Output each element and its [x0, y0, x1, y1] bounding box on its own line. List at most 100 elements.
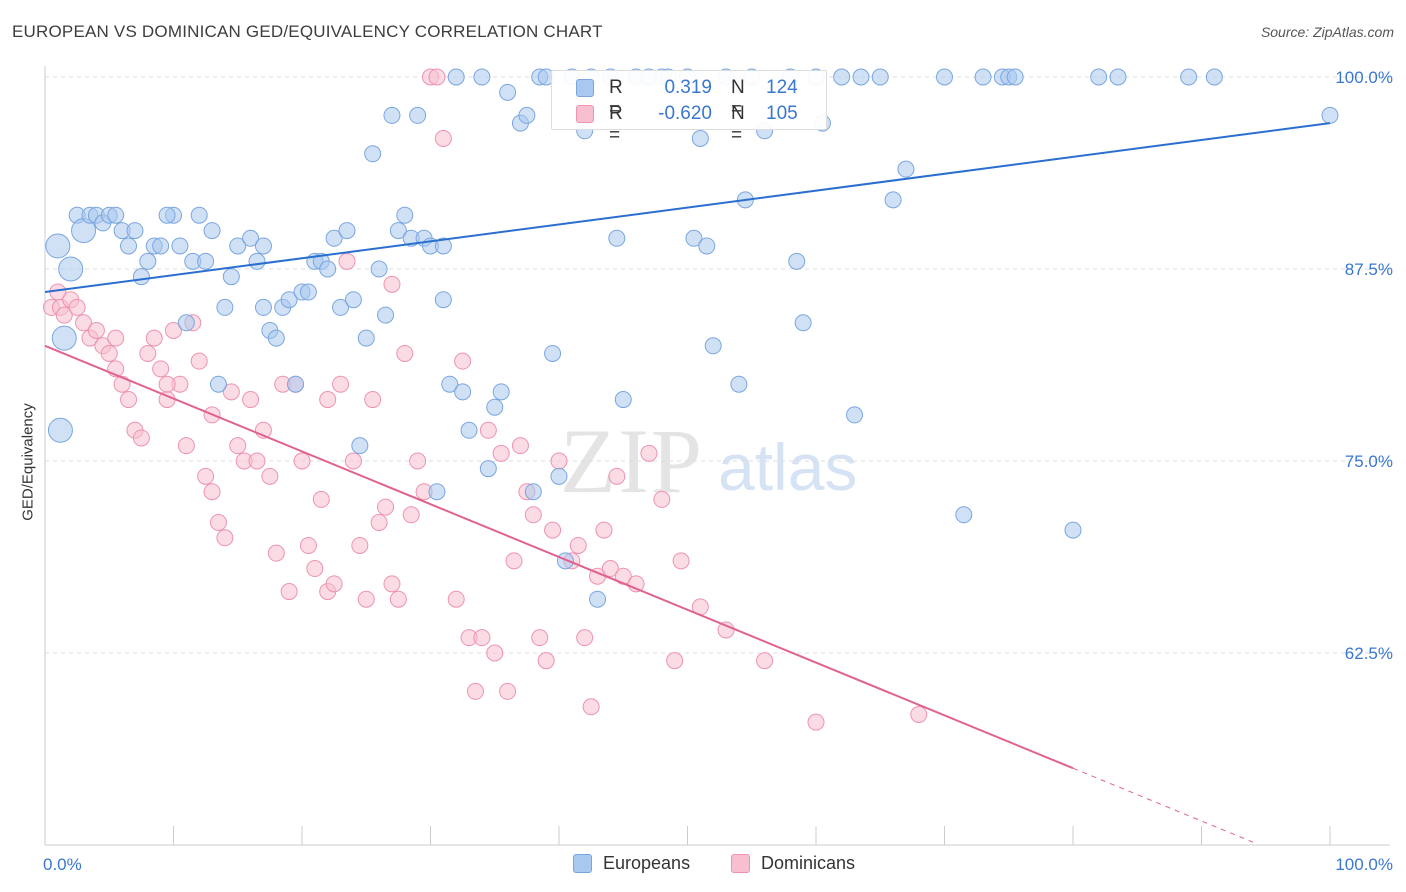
dominicans-point: [139, 344, 157, 362]
europeans-point: [685, 229, 703, 247]
watermark-atlas: atlas: [718, 430, 857, 504]
europeans-point: [389, 222, 407, 240]
europeans-point: [524, 483, 542, 501]
dominicans-point: [364, 391, 382, 409]
europeans-point: [473, 68, 491, 86]
europeans-point: [608, 229, 626, 247]
europeans-point: [107, 206, 125, 224]
europeans-point: [974, 68, 992, 86]
x-tick-label: 0.0%: [43, 855, 82, 874]
dominicans-point: [466, 682, 484, 700]
dominicans-point: [396, 344, 414, 362]
dominicans-point: [486, 644, 504, 662]
europeans-point: [518, 106, 536, 124]
dominicans-point: [267, 544, 285, 562]
europeans-point: [158, 206, 176, 224]
dominicans-point: [165, 321, 182, 339]
europeans-point: [479, 460, 497, 478]
europeans-point: [460, 421, 478, 439]
europeans-point: [152, 237, 170, 255]
dominicans-point: [479, 421, 497, 439]
dominicans-point: [332, 375, 350, 393]
europeans-point: [852, 68, 870, 86]
europeans-point: [1205, 68, 1223, 86]
europeans-point: [698, 237, 716, 255]
dominicans-point: [55, 306, 73, 324]
dominicans-trend-extension: [1072, 767, 1254, 843]
europeans-point: [203, 222, 221, 240]
europeans-point: [884, 191, 902, 209]
tick-labels: 62.5% 75.0% 87.5% 100.0% 0.0% 100.0%: [43, 68, 1393, 874]
chart-title: EUROPEAN VS DOMINICAN GED/EQUIVALENCY CO…: [12, 22, 603, 41]
dominicans-point: [87, 321, 105, 339]
dominicans-point: [473, 629, 491, 647]
europeans-point: [614, 391, 632, 409]
europeans-point: [377, 306, 395, 324]
dominicans-trend-line: [44, 344, 1074, 770]
dominicans-point: [203, 483, 221, 501]
europeans-point: [788, 252, 806, 270]
dominicans-point: [312, 490, 330, 508]
dominicans-points: [42, 68, 928, 731]
europeans-point: [325, 229, 343, 247]
europeans-point: [492, 383, 510, 401]
europeans-point: [58, 256, 84, 282]
r-label: R =: [609, 77, 623, 120]
dominicans-point: [524, 506, 542, 524]
dominicans-point: [531, 629, 549, 647]
x-tick-label: 100.0%: [1335, 855, 1393, 874]
dominicans-point: [351, 536, 369, 554]
europeans-point: [383, 106, 401, 124]
dominicans-point: [113, 375, 131, 393]
n-value-dominicans: 105: [766, 103, 798, 124]
europeans-point: [936, 68, 953, 86]
europeans-point: [846, 406, 864, 424]
dominicans-point: [261, 467, 279, 485]
dominicans-point: [389, 590, 407, 608]
dominicans-point: [434, 129, 452, 147]
dominicans-point: [75, 314, 93, 332]
europeans-point: [51, 325, 77, 351]
europeans-point: [589, 590, 607, 608]
dominicans-point: [293, 452, 311, 470]
n-label: N =: [731, 103, 745, 146]
dominicans-point: [357, 590, 375, 608]
dominicans-legend-swatch: [731, 854, 750, 873]
europeans-point: [287, 375, 305, 393]
europeans-point: [332, 298, 350, 316]
dominicans-point: [383, 275, 401, 293]
dominicans-point: [544, 521, 562, 539]
dominicans-point: [428, 68, 446, 86]
dominicans-point: [306, 560, 324, 578]
europeans-point: [428, 483, 446, 501]
r-value-dominicans: -0.620: [658, 103, 712, 124]
dominicans-point: [653, 490, 671, 508]
trend-lines: [44, 122, 1331, 843]
europeans-point: [222, 268, 240, 286]
y-tick-label: 87.5%: [1345, 260, 1393, 279]
stats-legend: R = 0.319 N = 124 R = -0.620 N = 105: [551, 70, 827, 146]
dominicans-point: [499, 682, 517, 700]
europeans-point: [126, 222, 144, 240]
dominicans-point: [537, 652, 555, 670]
europeans-point: [280, 291, 298, 309]
dominicans-point: [569, 536, 587, 554]
dominicans-point: [248, 452, 266, 470]
europeans-point: [370, 260, 388, 278]
dominicans-point: [197, 467, 215, 485]
dominicans-swatch: [576, 105, 594, 123]
europeans-point: [544, 344, 562, 362]
n-value-europeans: 124: [766, 77, 798, 98]
europeans-point: [319, 260, 337, 278]
europeans-point: [1321, 106, 1339, 124]
europeans-point: [254, 237, 272, 255]
y-tick-label: 100.0%: [1335, 68, 1393, 87]
dominicans-point: [190, 352, 208, 370]
europeans-point: [357, 329, 375, 347]
europeans-point: [338, 222, 356, 240]
gridlines: [45, 76, 1390, 654]
europeans-point: [871, 68, 889, 86]
dominicans-point: [107, 329, 125, 347]
dominicans-point: [505, 552, 523, 570]
europeans-point: [139, 252, 157, 270]
